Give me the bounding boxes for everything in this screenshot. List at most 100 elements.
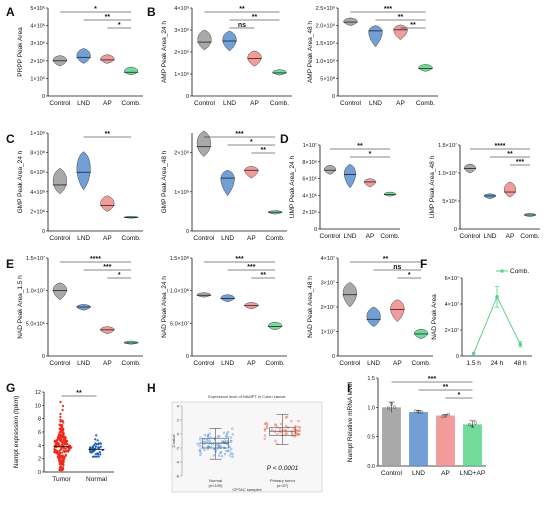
panel-d2-y-tick-label: 1.0×10⁷	[438, 170, 457, 177]
panel-g-point-1	[91, 446, 94, 449]
panel-b2-sig-label: **	[410, 22, 416, 29]
panel-e2-violin-3	[268, 321, 283, 331]
panel-d1-sig-label: *	[369, 151, 372, 158]
panel-g-y-tick-label: 2	[38, 457, 41, 463]
panel-e1-y-tick-label: 0	[42, 354, 45, 360]
panels-layer: 0 1×10⁶ 2×10⁶ 3×10⁶ 4×10⁶ 5×10⁶ PRPP Peak Area…	[13, 5, 540, 493]
panel-f-x-tick-label-1: 24 h	[491, 360, 504, 367]
panel-i-bar-2	[436, 415, 455, 466]
panel-e2-x-tick-label-3: Comb.	[266, 360, 285, 367]
panel-h-point-1	[294, 431, 297, 434]
panel-h-point-1	[297, 419, 300, 423]
panel-h-point-1	[274, 439, 277, 442]
panel-d1-y-tick-label: 6×10⁶	[302, 176, 317, 183]
panel-b2-violin-0	[343, 17, 358, 26]
panel-g-point-1	[89, 446, 92, 449]
panel-d1-y-tick-label: 2×10⁶	[302, 209, 317, 216]
panel-g-point-0	[57, 450, 60, 453]
panel-d1-y-tick-label: 4×10⁶	[302, 192, 317, 199]
panel-e3-sig-label: **	[383, 256, 389, 263]
panel-h-point-1	[263, 422, 267, 426]
panel-h-y-tick-label: 0	[177, 432, 180, 437]
panel-f-y-axis-label: NAD Peak Area	[431, 294, 438, 340]
panel-g-point-0	[60, 460, 63, 463]
panel-c1-violin-1	[76, 151, 91, 191]
panel-h-point-0	[222, 441, 226, 445]
panel-b1-y-tick-label: 3×10⁹	[174, 27, 189, 34]
panel-g-point-1	[97, 455, 100, 458]
panel-h-footnote: CPTAC samples	[232, 487, 261, 492]
panel-g-point-1	[92, 449, 96, 452]
panel-d1-x-tick-label-2: AP	[366, 233, 375, 240]
panel-h-point-1	[275, 433, 278, 436]
panel-b2-y-tick-label: 2.5×10⁹	[316, 5, 335, 12]
panel-d1-y-tick-label: 1×10⁷	[303, 142, 317, 149]
panel-label-i: I	[347, 381, 350, 395]
panel-h-point-0	[231, 455, 234, 459]
panel-d2-x-tick-label-1: LND	[483, 233, 496, 240]
panel-g-point-0	[58, 432, 61, 436]
panel-h-pvalue: P < 0.0001	[267, 465, 299, 472]
panel-c2-violin-2	[244, 166, 259, 179]
panel-b2-y-tick-label: 2.0×10⁹	[316, 23, 335, 30]
panel-e3-violin-1	[366, 306, 381, 327]
panel-e2-sig-label: ***	[235, 256, 243, 263]
panel-h-point-0	[199, 442, 202, 445]
panel-e1-x-tick-label-0: Control	[49, 360, 71, 367]
panel-h-point-0	[228, 449, 231, 452]
panel-h-point-0	[205, 439, 208, 442]
panel-c1-x-tick-label-2: AP	[103, 235, 112, 242]
panel-h-point-0	[209, 436, 212, 439]
panel-h-point-0	[216, 435, 219, 438]
panel-h-point-1	[265, 424, 269, 428]
panel-e1-x-tick-label-1: LND	[77, 360, 90, 367]
panel-a-y-tick-label: 4×10⁶	[30, 23, 45, 30]
panel-e1-x-tick-label-2: AP	[103, 360, 112, 367]
panel-h-point-0	[199, 436, 202, 439]
panel-g-point-1	[92, 455, 96, 458]
panel-d2-y-tick-label: 1.5×10⁷	[438, 142, 457, 149]
panel-e2-y-tick-label: 0	[186, 354, 189, 360]
panel-c2-y-tick-label: 1×10⁹	[174, 189, 189, 196]
panel-f-point-0	[471, 351, 476, 356]
panel-h-point-0	[217, 454, 221, 457]
panel-h-point-1	[290, 420, 293, 423]
panel-h-point-0	[208, 439, 211, 443]
panel-c1-violin-0	[52, 167, 67, 195]
panel-d2-y-tick-label: 0	[454, 227, 457, 233]
panel-f-point-1	[495, 295, 499, 299]
panel-h-point-1	[263, 427, 266, 431]
panel-e3-y-tick-label: 3×10⁷	[321, 280, 335, 287]
panel-h-point-0	[208, 442, 211, 445]
panel-h-point-0	[230, 436, 233, 439]
panel-b2-x-tick-label-0: Control	[340, 100, 362, 107]
panel-g-point-0	[63, 442, 66, 445]
panel-g-point-0	[61, 428, 65, 431]
panel-g-y-tick-label: 8	[38, 417, 41, 423]
panel-h-point-0	[226, 440, 229, 443]
panel-d1-violin-1	[344, 164, 356, 189]
panel-g-point-0	[53, 451, 56, 454]
panel-g-y-tick-label: 0	[38, 470, 41, 476]
panel-i-replicate-1	[416, 410, 421, 414]
panel-h-point-0	[220, 455, 224, 458]
panel-h-point-0	[206, 447, 209, 451]
panel-d1-x-tick-label-3: Comb.	[380, 233, 399, 240]
panel-b1-y-tick-label: 1×10⁹	[174, 71, 189, 78]
panel-h-point-0	[200, 446, 203, 449]
panel-h-point-0	[230, 451, 233, 454]
panel-label-d: D	[280, 132, 289, 146]
panel-i-y-tick-label: 1.5	[367, 376, 375, 382]
panel-c1-x-tick-label-1: LND	[77, 235, 90, 242]
panel-h-point-1	[292, 427, 296, 430]
panel-i-replicate-0	[392, 405, 397, 409]
panel-g-point-1	[94, 445, 97, 448]
panel-g-point-0	[58, 461, 61, 464]
panel-g-point-0	[60, 434, 63, 438]
panel-c2-y-axis-label: GMP Peak Area_48 h	[161, 150, 168, 213]
panel-h-point-0	[225, 450, 228, 453]
panel-h-y-tick-label: 2	[177, 418, 180, 423]
panel-a-y-axis-label: PRPP Peak Area	[17, 27, 24, 77]
panel-h-point-0	[214, 444, 217, 447]
panel-i-x-tick-label-1: LND	[412, 470, 425, 477]
